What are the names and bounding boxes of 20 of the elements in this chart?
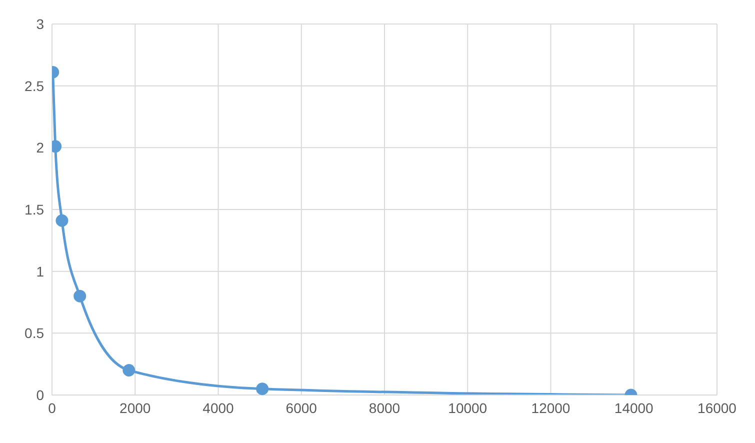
y-tick-label: 2	[36, 140, 44, 156]
x-tick-label: 14000	[614, 400, 654, 416]
y-tick-label: 1	[36, 263, 44, 280]
point	[74, 290, 86, 302]
point	[122, 364, 136, 377]
y-tick-label: 0.5	[24, 325, 44, 342]
x-tick-label: 4000	[202, 400, 234, 416]
point	[256, 382, 269, 395]
x-tick-label: 12000	[531, 400, 570, 416]
y-tick-label: 1.5	[24, 201, 44, 218]
y-tick-label: 3	[36, 16, 44, 32]
x-tick-label: 8000	[368, 400, 400, 416]
y-tick-label: 0	[36, 386, 44, 403]
x-tick-label: 0	[48, 400, 56, 416]
x-tick-label: 6000	[286, 400, 318, 416]
x-tick-label: 2000	[120, 400, 151, 416]
point	[56, 214, 68, 227]
y-tick-label: 2.5	[24, 78, 44, 94]
x-tick-label: 16000	[698, 400, 737, 416]
x-tick-label: 10000	[448, 400, 488, 416]
